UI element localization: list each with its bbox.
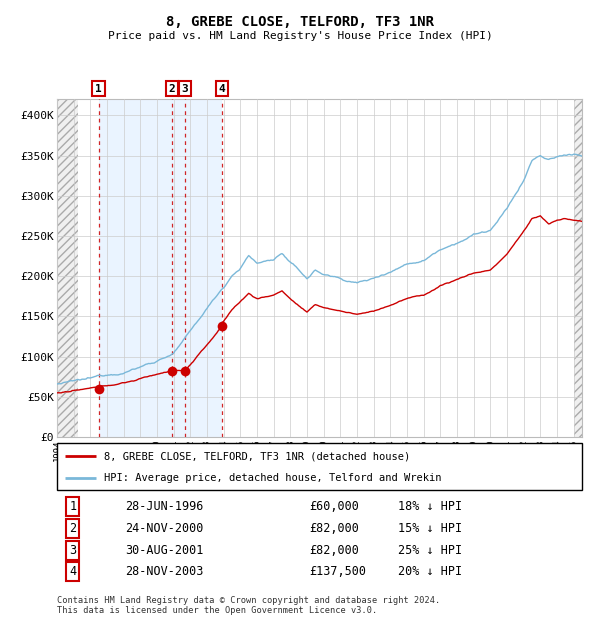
- Text: 4: 4: [219, 84, 226, 94]
- Text: £82,000: £82,000: [309, 544, 359, 557]
- Text: 25% ↓ HPI: 25% ↓ HPI: [398, 544, 463, 557]
- Text: 2: 2: [69, 522, 76, 535]
- Bar: [98, 99, 172, 437]
- Text: HPI: Average price, detached house, Telford and Wrekin: HPI: Average price, detached house, Telf…: [104, 473, 442, 483]
- Text: 18% ↓ HPI: 18% ↓ HPI: [398, 500, 463, 513]
- Text: Contains HM Land Registry data © Crown copyright and database right 2024.
This d: Contains HM Land Registry data © Crown c…: [57, 596, 440, 615]
- Text: £60,000: £60,000: [309, 500, 359, 513]
- Text: 30-AUG-2001: 30-AUG-2001: [125, 544, 203, 557]
- Text: 20% ↓ HPI: 20% ↓ HPI: [398, 565, 463, 578]
- Text: 1: 1: [69, 500, 76, 513]
- Text: Price paid vs. HM Land Registry's House Price Index (HPI): Price paid vs. HM Land Registry's House …: [107, 31, 493, 41]
- Text: 8, GREBE CLOSE, TELFORD, TF3 1NR: 8, GREBE CLOSE, TELFORD, TF3 1NR: [166, 16, 434, 30]
- Text: £137,500: £137,500: [309, 565, 366, 578]
- FancyBboxPatch shape: [57, 443, 582, 490]
- Text: 28-NOV-2003: 28-NOV-2003: [125, 565, 203, 578]
- Text: 3: 3: [181, 84, 188, 94]
- Bar: [172, 99, 185, 437]
- Text: 4: 4: [69, 565, 76, 578]
- Text: 24-NOV-2000: 24-NOV-2000: [125, 522, 203, 535]
- Text: 3: 3: [69, 544, 76, 557]
- Bar: [185, 99, 222, 437]
- Text: 2: 2: [169, 84, 175, 94]
- Text: £82,000: £82,000: [309, 522, 359, 535]
- Text: 15% ↓ HPI: 15% ↓ HPI: [398, 522, 463, 535]
- Text: 8, GREBE CLOSE, TELFORD, TF3 1NR (detached house): 8, GREBE CLOSE, TELFORD, TF3 1NR (detach…: [104, 451, 410, 461]
- Text: 1: 1: [95, 84, 102, 94]
- Text: 28-JUN-1996: 28-JUN-1996: [125, 500, 203, 513]
